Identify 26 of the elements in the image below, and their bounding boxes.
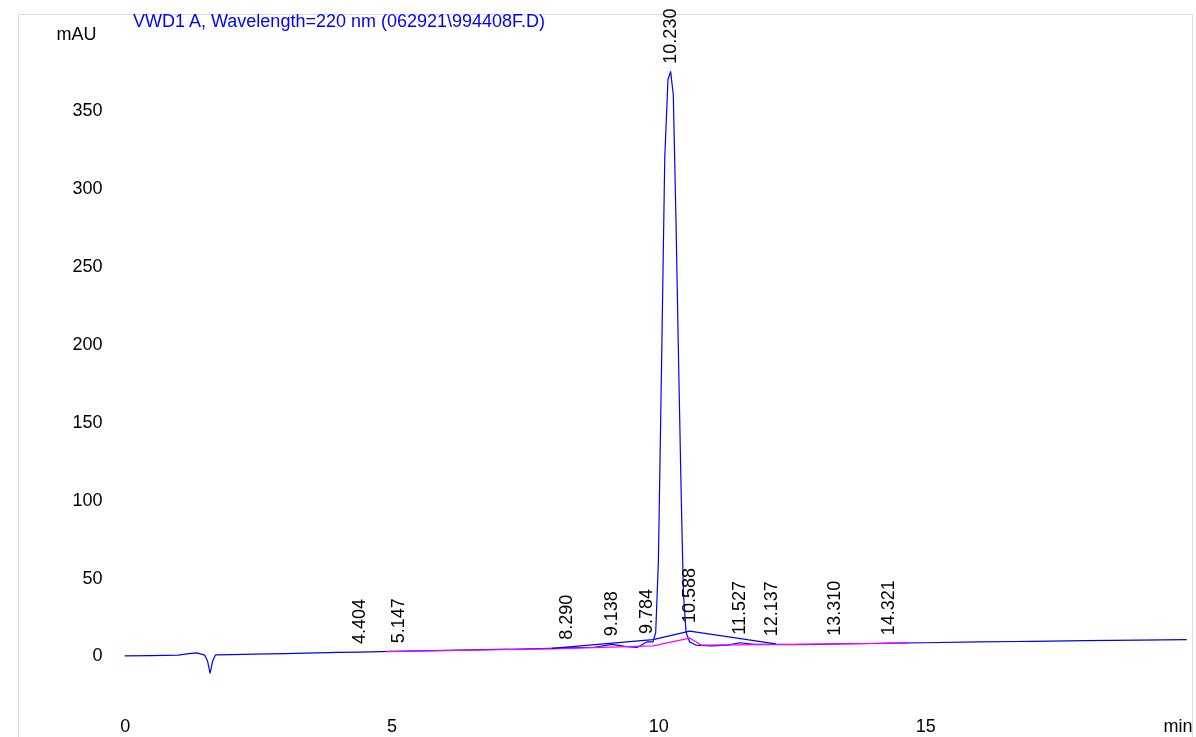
annotation: 9.138 xyxy=(601,591,622,637)
y-tick-label: 100 xyxy=(72,489,103,510)
y-tick-label: 350 xyxy=(72,100,103,121)
annotation: 12.137 xyxy=(761,581,782,637)
y-tick-label: 150 xyxy=(72,411,103,432)
annotation: 4.404 xyxy=(348,599,369,645)
chart-title: VWD1 A, Wavelength=220 nm (062921\994408F.D) xyxy=(133,10,546,31)
y-tick-label: 50 xyxy=(82,567,103,588)
x-tick-label: 15 xyxy=(915,715,936,736)
y-tick-label: 300 xyxy=(72,178,103,199)
y-axis-title: mAU xyxy=(56,23,97,44)
y-tick-label: 0 xyxy=(92,645,103,666)
x-tick-label: 5 xyxy=(387,715,398,736)
annotation: 14.321 xyxy=(877,580,898,636)
annotation: 8.290 xyxy=(556,594,577,640)
x-tick-label: min xyxy=(1163,715,1193,736)
annotation: 11.527 xyxy=(728,581,749,635)
y-tick-label: 250 xyxy=(72,255,103,276)
y-tick-label: 200 xyxy=(72,333,103,354)
annotation: 10.588 xyxy=(678,567,699,624)
annotation: 13.310 xyxy=(824,580,844,636)
x-tick-label: 10 xyxy=(648,715,669,736)
x-tick-label: 0 xyxy=(120,715,131,736)
annotation: 9.784 xyxy=(635,588,656,634)
annotation: 10.230 xyxy=(659,8,680,64)
annotation: 5.147 xyxy=(388,598,409,644)
